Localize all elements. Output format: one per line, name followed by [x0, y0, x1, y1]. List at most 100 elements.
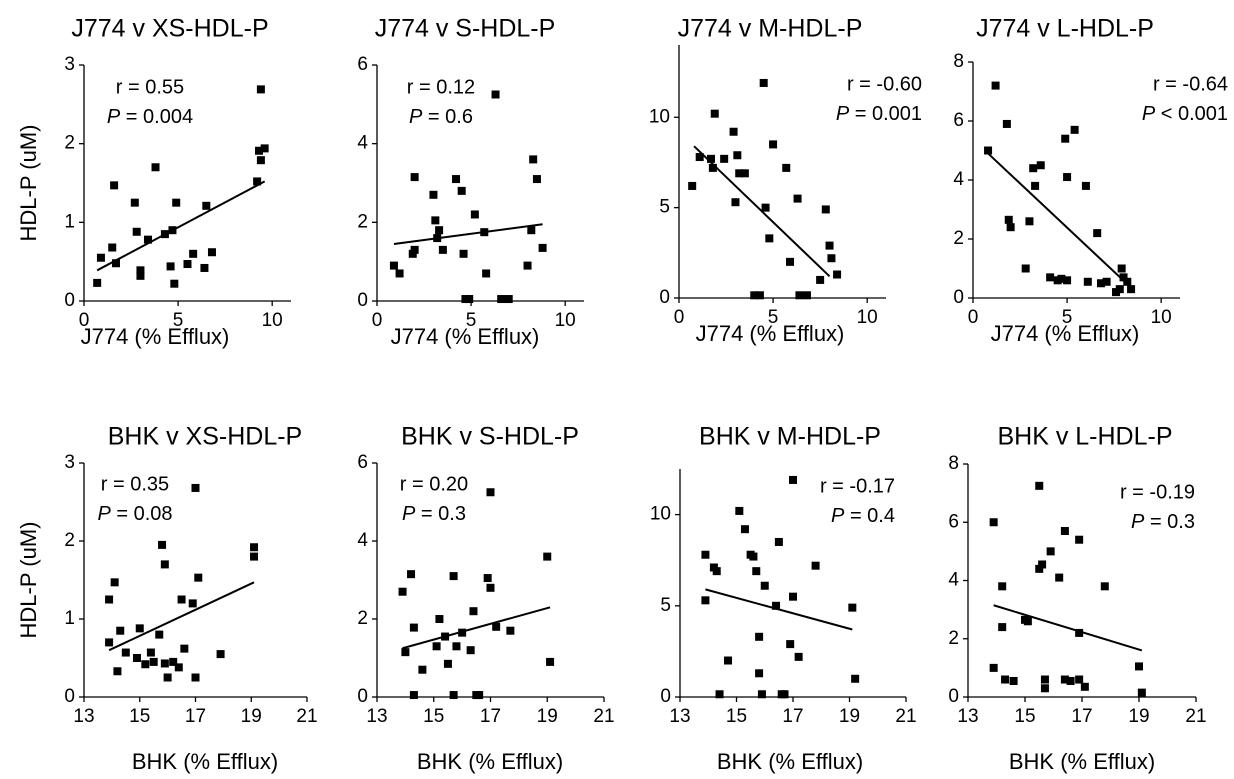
point — [848, 603, 857, 612]
point — [497, 295, 506, 304]
x-axis-label: BHK (% Efflux) — [717, 749, 863, 774]
point — [389, 261, 398, 270]
fit-line — [993, 604, 1143, 652]
chart-title: BHK v XS-HDL-P — [108, 423, 302, 451]
point — [701, 596, 710, 605]
point — [457, 186, 466, 195]
point — [1075, 675, 1084, 684]
x-tick-label: 17 — [480, 706, 501, 727]
x-tick-label: 15 — [726, 706, 747, 727]
point — [469, 607, 478, 616]
point — [1096, 279, 1105, 288]
y-tick-label: 0 — [357, 686, 368, 707]
point — [1080, 682, 1089, 691]
y-tick-label: 10 — [649, 106, 670, 127]
point — [113, 667, 122, 676]
point — [740, 169, 749, 178]
x-tick-label: 0 — [968, 307, 979, 328]
point — [163, 673, 172, 682]
point — [755, 669, 764, 678]
y-tick-label: 0 — [660, 686, 671, 707]
point — [438, 245, 447, 254]
annotation: r = -0.17 — [820, 475, 895, 497]
point — [695, 153, 704, 162]
point — [710, 109, 719, 118]
point — [459, 249, 468, 258]
y-tick-label: 6 — [953, 110, 964, 131]
y-tick-label: 4 — [357, 133, 368, 154]
point — [701, 550, 710, 559]
y-axis-label: HDL-P (uM) — [16, 125, 41, 242]
point — [1006, 223, 1015, 232]
annotation: r = -0.19 — [1120, 481, 1195, 503]
point — [543, 552, 552, 561]
point — [410, 245, 419, 254]
point — [191, 673, 200, 682]
point — [833, 270, 842, 279]
point — [740, 525, 749, 534]
x-tick-label: 21 — [593, 706, 614, 727]
point — [151, 163, 160, 172]
annotation: P = 0.6 — [409, 106, 473, 128]
point — [256, 85, 265, 94]
y-tick-label: 4 — [948, 570, 959, 591]
point — [1117, 264, 1126, 273]
x-tick-label: 19 — [241, 706, 262, 727]
y-tick-label: 2 — [357, 608, 368, 629]
x-tick-label: 5 — [173, 310, 184, 331]
point — [1075, 628, 1084, 637]
x-tick-label: 13 — [73, 706, 94, 727]
x-tick-label: 15 — [129, 706, 150, 727]
point — [429, 190, 438, 199]
point — [482, 269, 491, 278]
point — [1036, 161, 1045, 170]
point — [789, 475, 797, 484]
point — [1137, 688, 1146, 697]
point — [538, 243, 547, 252]
x-tick-label: 17 — [782, 706, 803, 727]
fit-line — [96, 180, 266, 272]
point — [418, 665, 427, 674]
point — [1060, 526, 1069, 535]
x-tick-label: 21 — [1185, 706, 1206, 727]
point — [432, 642, 441, 651]
point — [1115, 285, 1124, 294]
annotation: P = 0.3 — [1131, 511, 1195, 533]
x-tick-label: 10 — [555, 310, 576, 331]
y-tick-label: 2 — [64, 133, 75, 154]
y-tick-label: 6 — [948, 511, 959, 532]
annotation: r = 0.55 — [116, 76, 184, 98]
x-axis-label: BHK (% Efflux) — [132, 749, 278, 774]
x-tick-label: 10 — [1151, 307, 1172, 328]
chart-title: BHK v S-HDL-P — [401, 423, 579, 451]
y-tick-label: 0 — [659, 287, 670, 308]
point — [452, 642, 461, 651]
point — [170, 279, 179, 288]
point — [409, 623, 418, 632]
point — [712, 567, 721, 576]
point — [135, 624, 144, 633]
point — [506, 626, 515, 635]
point — [1063, 276, 1072, 285]
point — [759, 78, 768, 87]
y-tick-label: 6 — [357, 452, 368, 473]
fit-line — [393, 223, 543, 245]
x-tick-label: 19 — [839, 706, 860, 727]
point — [1063, 173, 1072, 182]
x-axis-label: BHK (% Efflux) — [1009, 749, 1155, 774]
point — [130, 198, 139, 207]
x-axis-label: J774 (% Efflux) — [696, 321, 845, 346]
y-tick-label: 0 — [948, 686, 959, 707]
x-tick-label: 0 — [79, 310, 90, 331]
point — [409, 691, 418, 700]
annotation: P = 0.3 — [402, 503, 466, 525]
x-axis-label: J774 (% Efflux) — [991, 321, 1140, 346]
point — [116, 626, 125, 635]
point — [1035, 481, 1044, 490]
x-tick-label: 17 — [185, 706, 206, 727]
x-axis-label: J774 (% Efflux) — [391, 324, 540, 349]
annotation: P = 0.001 — [836, 103, 922, 125]
point — [1029, 164, 1038, 173]
point — [121, 648, 130, 657]
point — [200, 263, 209, 272]
